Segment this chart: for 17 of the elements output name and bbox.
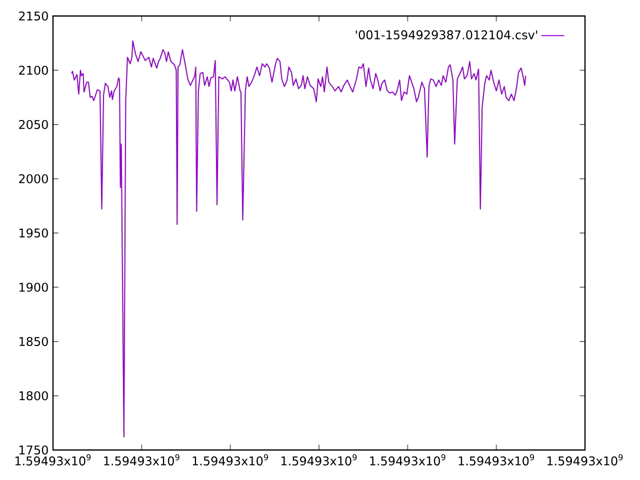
y-tick-label: 1950 (20, 228, 48, 238)
x-tick-label: 1.59493x10$^{9}$ (15, 454, 91, 466)
y-tick-label: 1850 (20, 336, 48, 346)
x-tick-label: 1.59493x10$^{9}$ (547, 454, 623, 466)
x-tick-label: 1.59493x10$^{9}$ (104, 454, 180, 466)
y-tick-label: 2150 (19, 11, 48, 21)
y-tick-label: 2050 (19, 120, 48, 130)
y-tick-label: 1900 (20, 282, 48, 292)
x-tick-label: 1.59493x10$^{9}$ (192, 454, 268, 466)
y-tick-label: 1750 (20, 445, 48, 455)
x-tick-label: 1.59493x10$^{9}$ (458, 454, 534, 466)
y-tick-label: 2000 (19, 174, 48, 184)
y-tick-label: 2100 (19, 66, 48, 75)
x-tick-label: 1.59493x10$^{9}$ (370, 454, 446, 466)
y-tick-label: 1800 (20, 391, 48, 400)
legend-label: '001-1594929387.012104.csv' (356, 30, 538, 40)
x-tick-label: 1.59493x10$^{9}$ (281, 454, 357, 466)
